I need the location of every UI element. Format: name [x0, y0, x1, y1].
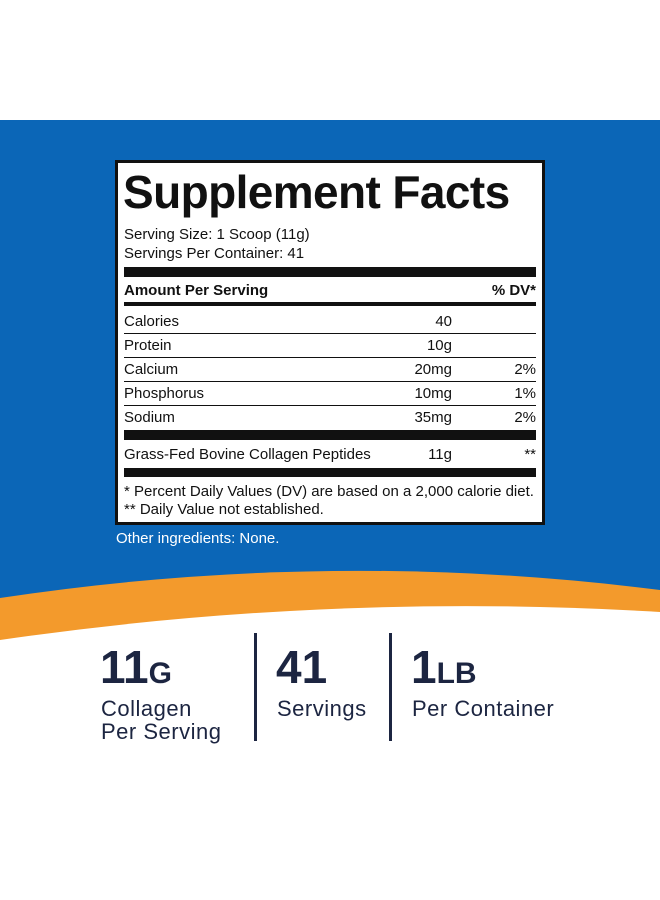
stat-label: Collagen: [101, 696, 192, 721]
stat-unit: LB: [436, 657, 477, 690]
nutrient-name: Phosphorus: [124, 385, 205, 402]
nutrient-dv: 1%: [514, 385, 536, 402]
stat-label: Per Serving: [101, 719, 222, 744]
stat: 11G: [100, 640, 172, 694]
nutrient-amount: 10mg: [414, 385, 452, 402]
nutrient-name: Protein: [124, 337, 172, 354]
footnote: ** Daily Value not established.: [124, 501, 324, 518]
nutrient-name: Calories: [124, 313, 180, 330]
row-rule: [124, 405, 536, 406]
divider: [254, 633, 257, 741]
servings-per-container: Servings Per Container: 41: [124, 245, 305, 262]
stat-label: Per Container: [412, 696, 555, 721]
ingredient-amount: 11g: [428, 446, 452, 463]
nutrient-amount: 10g: [426, 337, 452, 354]
stat-value: 41: [276, 641, 328, 693]
stat: 1LB: [411, 640, 477, 694]
stat-value: 1: [411, 641, 437, 693]
nutrient-dv: 2%: [514, 409, 536, 426]
white-wave: [0, 606, 660, 780]
nutrient-dv: 2%: [514, 361, 536, 378]
nutrient-amount: 40: [435, 313, 452, 330]
dv-header: % DV*: [491, 282, 536, 299]
stat-unit: G: [148, 657, 172, 690]
divider: [389, 633, 392, 741]
stat-label: Servings: [277, 696, 367, 721]
amount-header: Amount Per Serving: [124, 282, 269, 299]
nutrient-name: Sodium: [124, 409, 175, 426]
medium-rule: [124, 302, 536, 306]
footnote: * Percent Daily Values (DV) are based on…: [124, 483, 534, 500]
stat-value: 11: [100, 641, 149, 693]
other-ingredients: Other ingredients: None.: [116, 530, 280, 547]
nutrient-name: Calcium: [124, 361, 179, 378]
thick-rule: [124, 430, 536, 440]
ingredient-name: Grass-Fed Bovine Collagen Peptides: [124, 446, 371, 463]
label-title: Supplement Facts: [123, 166, 510, 218]
nutrient-amount: 35mg: [414, 409, 452, 426]
thick-rule: [124, 468, 536, 477]
ingredient-dv: **: [524, 446, 536, 463]
row-rule: [124, 357, 536, 358]
row-rule: [124, 333, 536, 334]
facts-label: Supplement Facts Serving Size: 1 Scoop (…: [115, 160, 545, 525]
stat: 41: [276, 640, 327, 694]
serving-size: Serving Size: 1 Scoop (11g): [124, 226, 310, 243]
thick-rule: [124, 267, 536, 277]
row-rule: [124, 381, 536, 382]
nutrient-amount: 20mg: [414, 361, 452, 378]
